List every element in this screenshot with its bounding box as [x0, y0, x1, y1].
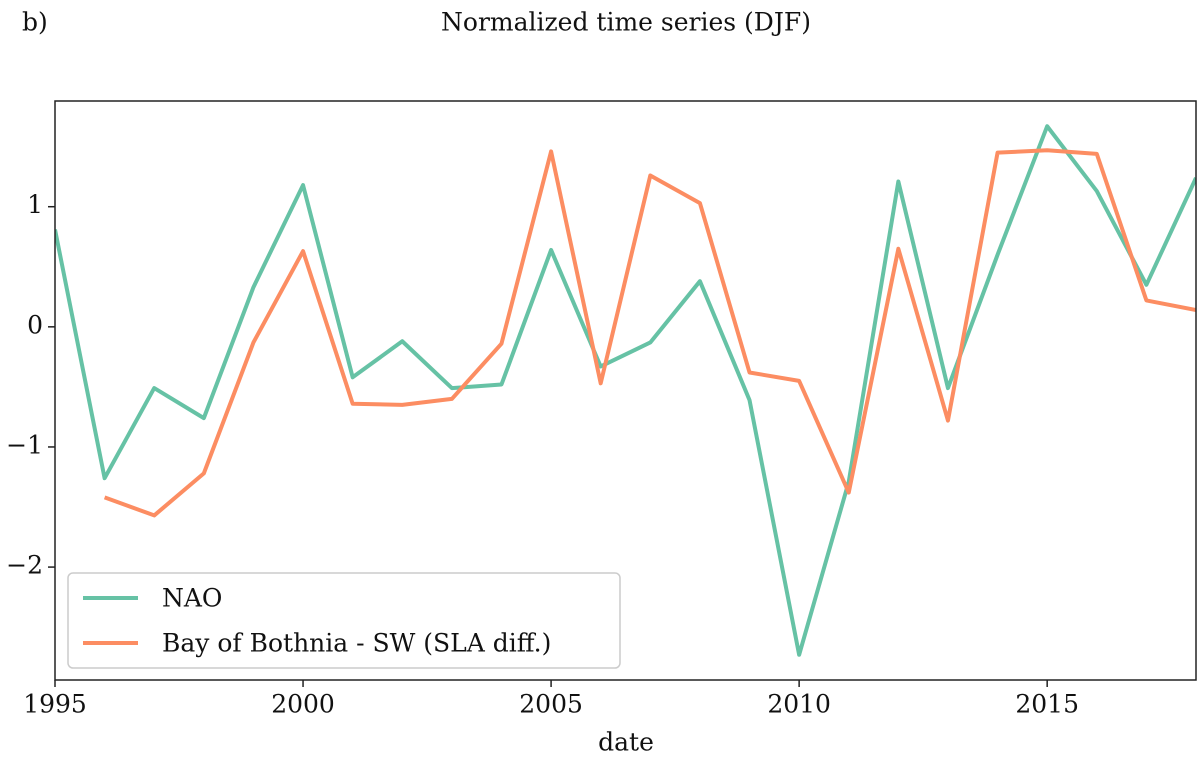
- x-tick-label: 1995: [23, 690, 87, 719]
- x-tick-label: 2005: [519, 690, 583, 719]
- x-axis-label: date: [598, 728, 654, 757]
- chart-title: Normalized time series (DJF): [441, 8, 811, 37]
- series-line: [55, 124, 1196, 657]
- y-tick-label: −1: [6, 430, 43, 459]
- y-tick-label: 1: [27, 190, 43, 219]
- x-tick-label: 2010: [767, 690, 831, 719]
- panel-label: b): [22, 8, 48, 37]
- x-tick-label: 2015: [1015, 690, 1079, 719]
- plot-frame: [54, 100, 1197, 681]
- legend-label: Bay of Bothnia - SW (SLA diff.): [162, 629, 551, 658]
- x-tick-label: 2000: [271, 690, 335, 719]
- y-tick-label: 0: [27, 310, 43, 339]
- y-tick-label: −2: [6, 551, 43, 580]
- series-line: [103, 148, 1196, 518]
- legend-label: NAO: [162, 584, 222, 613]
- legend-box: [67, 572, 621, 669]
